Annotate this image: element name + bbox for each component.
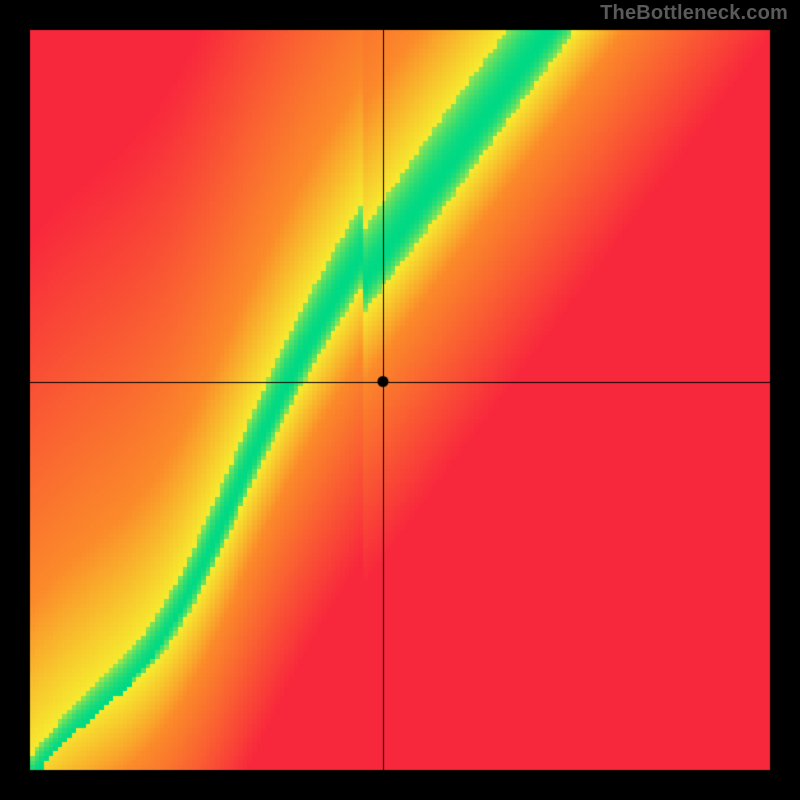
- bottleneck-heatmap-chart: TheBottleneck.com: [0, 0, 800, 800]
- watermark-text: TheBottleneck.com: [600, 2, 788, 25]
- heatmap-canvas: [0, 0, 800, 800]
